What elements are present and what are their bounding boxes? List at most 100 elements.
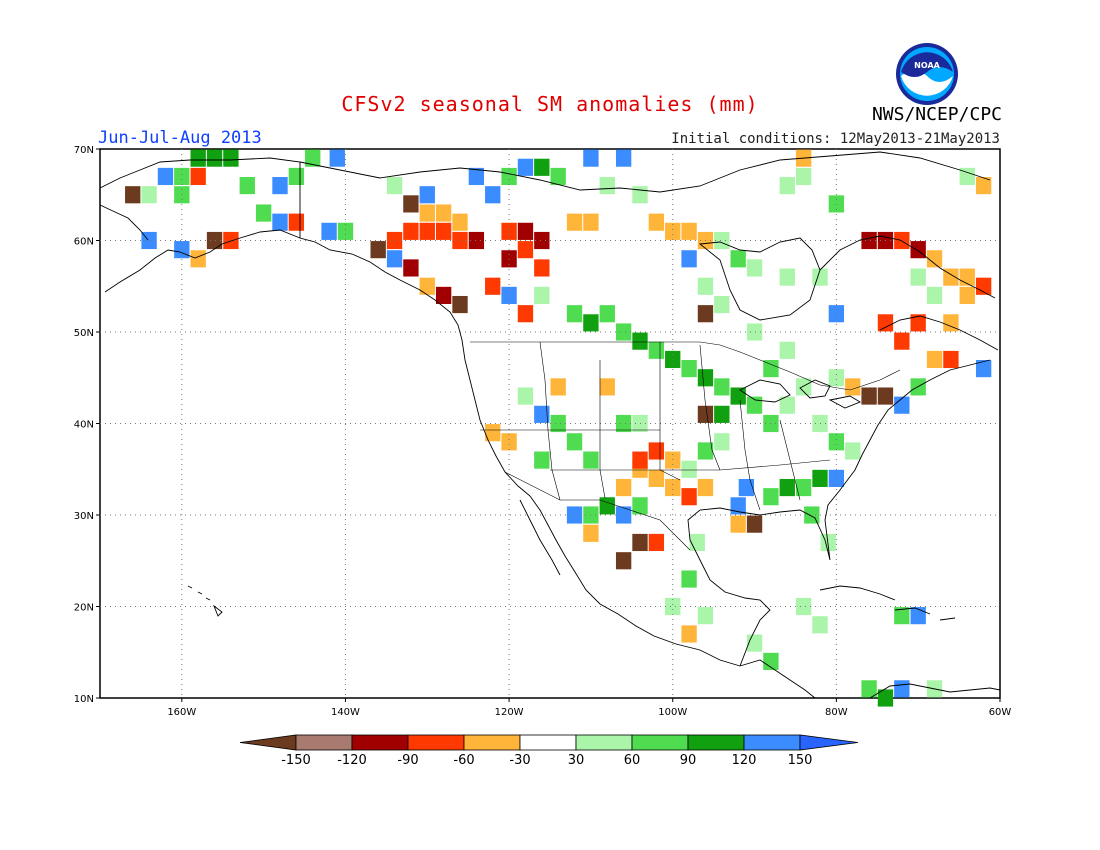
anomaly-cell (403, 259, 419, 277)
anomaly-cell (730, 387, 746, 405)
anomaly-cell (697, 405, 714, 423)
anomaly-cell (599, 497, 615, 515)
anomaly-cell (795, 597, 812, 616)
initial-conditions-label: Initial conditions: 12May2013-21May2013 (671, 131, 1000, 147)
lon-tick-label: 120W (495, 707, 524, 718)
anomaly-cell (648, 442, 665, 460)
anomaly-cell (795, 378, 812, 396)
anomaly-cell (615, 506, 632, 524)
anomaly-cell (861, 387, 877, 405)
anomaly-cell (877, 387, 894, 405)
anomaly-cell (681, 460, 697, 478)
anomaly-cell (812, 469, 828, 487)
noaa-logo-icon: NOAA (896, 43, 958, 105)
anomaly-cell (517, 241, 534, 259)
anomaly-cell (697, 277, 714, 295)
anomaly-cell (746, 323, 763, 341)
map-title: CFSv2 seasonal SM anomalies (mm) (341, 92, 759, 116)
political-borders (470, 341, 901, 551)
anomaly-cell (632, 186, 648, 204)
anomaly-cell (926, 250, 943, 268)
anomaly-cell (697, 607, 714, 625)
anomaly-cell (975, 277, 992, 295)
anomaly-cell (894, 332, 910, 350)
anomaly-cell (517, 387, 534, 405)
anomaly-cell (501, 286, 517, 304)
anomaly-cell (665, 451, 681, 469)
anomaly-cell (468, 231, 485, 250)
anomaly-cell (910, 607, 926, 625)
lat-tick-label: 70N (74, 145, 94, 156)
anomaly-cell (452, 213, 468, 231)
anomaly-cell (779, 341, 795, 359)
anomaly-cell (272, 177, 288, 195)
anomaly-cell (419, 204, 435, 222)
anomaly-cell (681, 625, 697, 643)
anomaly-cell (804, 506, 820, 524)
agency-label: NWS/NCEP/CPC (871, 104, 1002, 125)
anomaly-cell (763, 488, 779, 506)
anomaly-cell (681, 360, 697, 378)
anomaly-cell (419, 186, 435, 204)
anomaly-cell (845, 442, 861, 460)
anomaly-cell (501, 433, 517, 451)
anomaly-cell (435, 286, 452, 304)
anomaly-cell (697, 305, 714, 323)
anomaly-cell (550, 414, 566, 433)
anomaly-cell (174, 167, 190, 186)
anomaly-cell (370, 241, 386, 259)
anomaly-cell (714, 231, 730, 250)
anomaly-cell (501, 167, 517, 186)
anomaly-cell (828, 433, 845, 451)
anomaly-cell (190, 149, 206, 167)
anomaly-cell (665, 478, 681, 497)
anomaly-cell (566, 506, 583, 524)
anomaly-cell (485, 186, 501, 204)
anomaly-cell (403, 195, 419, 213)
anomaly-cell (223, 149, 239, 167)
axis-ticks: 70N 60N 50N 40N 30N 20N 10N 160W 140W 120W 100W 80W… (74, 145, 1012, 718)
anomaly-cell (534, 451, 550, 469)
anomaly-cell (926, 286, 943, 304)
anomaly-cell (861, 231, 877, 250)
anomaly-cell (975, 177, 992, 195)
anomaly-cell (501, 250, 517, 268)
coastlines (99, 151, 1001, 699)
anomaly-cell (697, 478, 714, 497)
anomaly-cell (337, 222, 354, 240)
anomaly-cell (648, 533, 665, 552)
anomaly-cell (615, 478, 632, 497)
anomaly-cell (812, 616, 828, 634)
anomaly-cell (534, 158, 550, 176)
anomaly-cell (828, 369, 845, 387)
anomaly-cells (125, 149, 992, 707)
anomaly-cell (435, 222, 452, 240)
anomaly-cell (795, 167, 812, 186)
anomaly-cell (665, 597, 681, 616)
anomaly-cell (894, 396, 910, 414)
anomaly-cell (763, 652, 779, 670)
anomaly-cell (517, 222, 534, 240)
season-label: Jun-Jul-Aug 2013 (98, 128, 262, 148)
anomaly-cell (534, 405, 550, 423)
anomaly-cell (583, 149, 599, 167)
lon-tick-label: 60W (989, 707, 1012, 718)
lon-tick-label: 80W (825, 707, 848, 718)
anomaly-cell (452, 295, 468, 314)
anomaly-cell (795, 478, 812, 497)
anomaly-cell (386, 250, 403, 268)
anomaly-cell (419, 277, 435, 295)
lat-tick-label: 10N (74, 694, 94, 705)
anomaly-cell (615, 552, 632, 570)
anomaly-cell (681, 250, 697, 268)
anomaly-cell (714, 295, 730, 314)
anomaly-cell (959, 268, 975, 286)
anomaly-cell (599, 305, 615, 323)
anomaly-cell (681, 222, 697, 240)
anomaly-cell (730, 515, 746, 533)
lon-tick-label: 140W (331, 707, 360, 718)
lat-tick-label: 50N (74, 328, 94, 339)
anomaly-cell (386, 177, 403, 195)
anomaly-cell (566, 305, 583, 323)
anomaly-cell (632, 332, 648, 350)
